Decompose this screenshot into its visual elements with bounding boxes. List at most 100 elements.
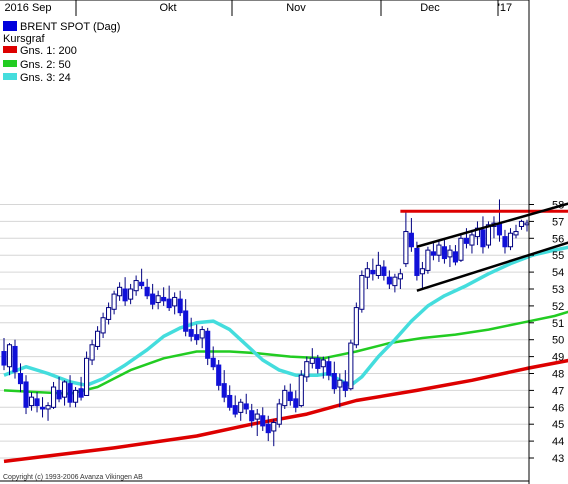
candle-body-60 [331, 373, 337, 390]
ma200-line [3, 358, 568, 464]
candle-body-47 [260, 415, 266, 427]
candle-body-29 [161, 296, 167, 302]
candle-body-64 [353, 307, 359, 346]
y-tick-label-51: 51 [552, 318, 564, 330]
candle-body-85 [469, 234, 475, 246]
candle-body-13 [73, 389, 79, 403]
candle-body-34 [188, 329, 194, 337]
candle-body-87 [480, 229, 486, 248]
candle-body-56 [309, 357, 315, 364]
candle-body-7 [39, 406, 46, 410]
candle-body-88 [485, 224, 492, 246]
candle-body-26 [144, 286, 150, 297]
candle-body-44 [243, 403, 249, 410]
legend-label-0: BRENT SPOT (Dag) [20, 21, 120, 33]
candle-body-91 [502, 236, 508, 248]
candle-body-0 [1, 351, 7, 366]
y-tick-label-43: 43 [552, 453, 564, 465]
legend-swatch-2 [3, 46, 17, 53]
ma200-layer [3, 358, 568, 464]
legend-swatch-0 [3, 21, 17, 31]
candle-body-20 [111, 293, 117, 310]
candle-body-27 [150, 293, 156, 305]
candle-body-82 [452, 251, 458, 263]
candles [1, 199, 530, 447]
candle-body-52 [287, 391, 293, 402]
candle-body-92 [507, 232, 514, 248]
x-axis: 2016 Sep Okt Nov Dec '17 [0, 0, 529, 16]
candle-body-38 [210, 357, 216, 368]
candle-body-68 [375, 264, 381, 276]
candle-body-24 [133, 280, 139, 292]
candle-body-95 [524, 222, 530, 226]
candle-body-4 [23, 381, 29, 408]
candle-body-74 [408, 232, 414, 248]
y-tick-label-50: 50 [552, 335, 564, 347]
candle-body-32 [177, 298, 183, 314]
y-tick-label-53: 53 [552, 284, 564, 296]
candle-body-84 [463, 237, 470, 244]
candle-body-80 [441, 246, 447, 260]
x-tick-label-3: Dec [420, 2, 440, 14]
y-tick-label-54: 54 [552, 267, 564, 279]
candle-body-79 [436, 244, 442, 256]
candle-body-3 [17, 373, 24, 385]
copyright-text: Copyright (c) 1993-2006 Avanza Vikingen … [3, 474, 143, 481]
candle-body-72 [397, 273, 403, 280]
candle-body-36 [199, 329, 205, 339]
candle-body-12 [67, 383, 73, 403]
ma50-line [3, 310, 568, 396]
x-tick-label-1: Okt [159, 2, 176, 14]
candle-body-81 [447, 249, 453, 258]
candle-body-61 [337, 379, 343, 388]
channel-lower-line [416, 241, 568, 292]
candle-body-45 [249, 410, 255, 422]
y-tick-label-55: 55 [552, 250, 564, 262]
legend-label-1: Kursgraf [3, 33, 46, 45]
x-tick-label-0: 2016 Sep [4, 2, 51, 14]
y-tick-label-46: 46 [552, 402, 564, 414]
candle-body-31 [172, 296, 178, 307]
y-axis: 43 44 45 46 47 48 49 50 51 52 53 54 55 56 57 58 [529, 200, 564, 465]
candle-body-14 [78, 388, 84, 398]
candle-body-49 [271, 422, 277, 432]
y-tick-label-48: 48 [552, 369, 564, 381]
candle-body-86 [474, 227, 481, 238]
candle-body-23 [128, 288, 134, 300]
candle-body-43 [238, 401, 244, 413]
candle-body-75 [414, 247, 420, 276]
y-tick-label-56: 56 [552, 233, 564, 245]
candle-body-58 [320, 359, 326, 368]
candle-body-70 [386, 276, 392, 285]
candle-body-55 [304, 361, 310, 378]
candle-body-57 [315, 357, 321, 369]
candle-body-37 [205, 330, 211, 359]
candle-body-62 [342, 381, 348, 391]
candle-body-93 [513, 231, 519, 236]
candle-body-1 [6, 344, 13, 368]
trendlines [400, 202, 568, 292]
candle-body-9 [50, 386, 57, 408]
y-tick-label-47: 47 [552, 385, 564, 397]
candle-body-48 [265, 423, 271, 434]
y-tick-label-45: 45 [552, 419, 564, 431]
candle-body-35 [194, 334, 200, 341]
y-tick-label-44: 44 [552, 436, 564, 448]
legend-label-4: Gns. 3: 24 [20, 72, 71, 84]
candle-body-30 [166, 298, 172, 309]
candle-body-19 [106, 307, 112, 320]
candle-body-59 [326, 361, 332, 376]
candle-body-22 [122, 288, 128, 302]
candle-body-78 [430, 251, 436, 256]
candle-body-17 [95, 330, 101, 347]
candle-body-53 [293, 398, 299, 408]
candle-body-83 [458, 237, 464, 261]
legend: BRENT SPOT (Dag) Kursgraf Gns. 1: 200 Gn… [3, 21, 120, 84]
candle-body-2 [12, 345, 18, 373]
ma24-layer [3, 245, 568, 388]
candle-body-46 [254, 413, 260, 420]
candle-body-33 [183, 310, 189, 332]
candle-body-39 [216, 364, 222, 386]
candle-body-54 [298, 374, 304, 407]
candle-body-25 [139, 281, 145, 287]
